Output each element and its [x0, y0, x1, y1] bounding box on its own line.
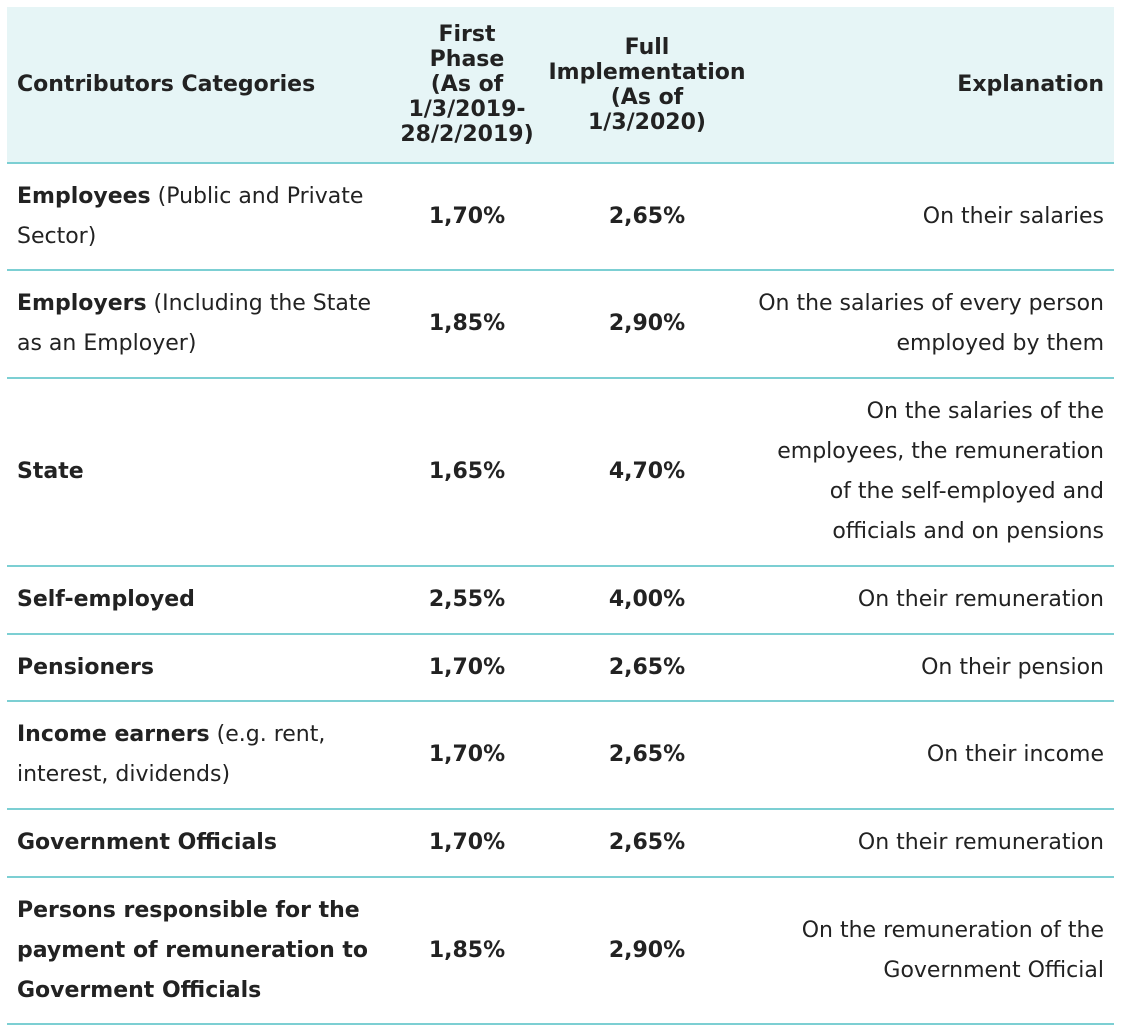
full-implementation-rate: 4,00%: [547, 566, 747, 635]
table-row: State 1,65% 4,70% On the salaries of the…: [7, 378, 1114, 567]
header-first-phase-line-5: 28/2/2019): [400, 122, 534, 147]
full-implementation-rate: 2,65%: [547, 634, 747, 702]
explanation-cell: On their salaries: [747, 163, 1114, 271]
explanation-cell: On their remuneration: [747, 809, 1114, 878]
first-phase-rate: 2,55%: [387, 566, 547, 635]
full-implementation-rate: 2,65%: [547, 809, 747, 878]
header-first-phase-line-1: First: [438, 22, 496, 47]
table-row: Persons responsible for the payment of r…: [7, 877, 1114, 1025]
header-first-phase: First Phase (As of 1/3/2019- 28/2/2019): [387, 7, 547, 164]
category-cell: Self-employed: [7, 566, 387, 635]
header-explanation: Explanation: [747, 7, 1114, 164]
header-first-phase-line-4: 1/3/2019-: [408, 97, 526, 122]
table-row: Government Officials 1,70% 2,65% On thei…: [7, 809, 1114, 878]
category-name: Government Officials: [17, 830, 277, 855]
category-cell: Pensioners: [7, 634, 387, 702]
category-note: (e.g. rent, interest, dividends): [17, 722, 326, 787]
full-implementation-rate: 4,70%: [547, 378, 747, 567]
category-cell: Employees (Public and Private Sector): [7, 163, 387, 271]
category-note: (Public and Private Sector): [17, 183, 364, 249]
category-name: Income earners: [17, 722, 210, 747]
contribution-rates-table: Contributors Categories First Phase (As …: [7, 7, 1114, 1025]
first-phase-rate: 1,70%: [387, 163, 547, 271]
full-implementation-rate: 2,65%: [547, 701, 747, 810]
header-contributors-categories: Contributors Categories: [7, 7, 387, 164]
explanation-cell: On the remuneration of the Government Of…: [747, 877, 1114, 1025]
header-full-implementation-line-2: Implementation: [548, 59, 746, 85]
table-row: Employees (Public and Private Sector) 1,…: [7, 163, 1114, 271]
header-first-phase-line-2: Phase: [429, 47, 505, 72]
category-cell: State: [7, 378, 387, 567]
category-cell: Employers (Including the State as an Emp…: [7, 270, 387, 379]
table-row: Income earners (e.g. rent, interest, div…: [7, 701, 1114, 810]
explanation-cell: On the salaries of the employees, the re…: [747, 378, 1114, 567]
first-phase-rate: 1,85%: [387, 877, 547, 1025]
category-cell: Income earners (e.g. rent, interest, div…: [7, 701, 387, 810]
category-name: Self-employed: [17, 587, 195, 612]
explanation-cell: On their income: [747, 701, 1114, 810]
first-phase-rate: 1,70%: [387, 809, 547, 878]
category-name: State: [17, 459, 84, 484]
header-first-phase-line-3: (As of: [430, 72, 504, 97]
table-row: Employers (Including the State as an Emp…: [7, 270, 1114, 379]
table-row: Pensioners 1,70% 2,65% On their pension: [7, 634, 1114, 702]
full-implementation-rate: 2,90%: [547, 270, 747, 379]
category-cell: Persons responsible for the payment of r…: [7, 877, 387, 1025]
contribution-rates-table-container: Contributors Categories First Phase (As …: [7, 7, 1114, 1025]
header-full-implementation-line-1: Full: [624, 34, 670, 60]
category-name: Persons responsible for the payment of r…: [17, 897, 369, 1003]
explanation-cell: On their pension: [747, 634, 1114, 702]
table-body: Employees (Public and Private Sector) 1,…: [7, 163, 1114, 1025]
full-implementation-rate: 2,90%: [547, 877, 747, 1025]
first-phase-rate: 1,65%: [387, 378, 547, 567]
full-implementation-rate: 2,65%: [547, 163, 747, 271]
table-header: Contributors Categories First Phase (As …: [7, 7, 1114, 164]
header-full-implementation: Full Implementation (As of 1/3/2020): [547, 7, 747, 164]
explanation-cell: On the salaries of every person employed…: [747, 270, 1114, 379]
first-phase-rate: 1,70%: [387, 701, 547, 810]
first-phase-rate: 1,70%: [387, 634, 547, 702]
explanation-cell: On their remuneration: [747, 566, 1114, 635]
first-phase-rate: 1,85%: [387, 270, 547, 379]
category-name: Employers: [17, 291, 147, 316]
table-row: Self-employed 2,55% 4,00% On their remun…: [7, 566, 1114, 635]
category-name: Employees: [17, 183, 151, 209]
category-cell: Government Officials: [7, 809, 387, 878]
category-name: Pensioners: [17, 654, 154, 680]
header-full-implementation-line-3: (As of 1/3/2020): [588, 84, 706, 135]
category-note: (Including the State as an Employer): [17, 291, 372, 356]
header-row: Contributors Categories First Phase (As …: [7, 7, 1114, 164]
